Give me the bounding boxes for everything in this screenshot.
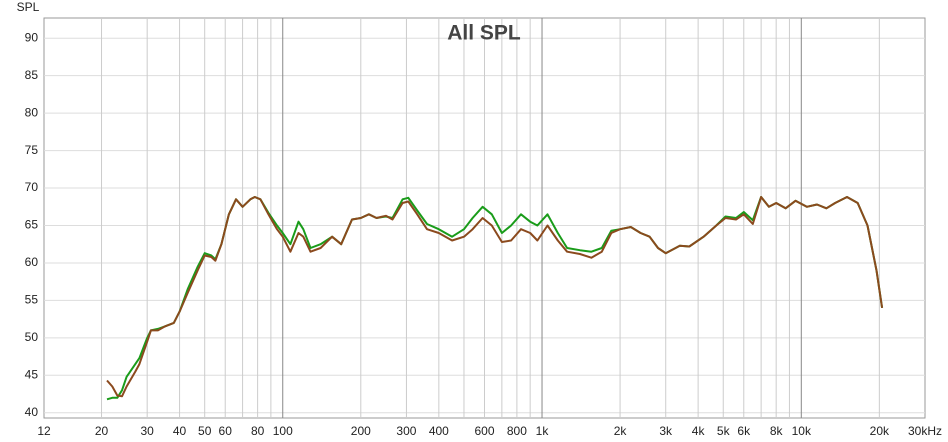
x-tick-label: 60 (219, 424, 233, 438)
y-axis-label: SPL (17, 0, 40, 14)
y-tick-label: 50 (25, 330, 39, 344)
x-tick-label: 4k (692, 424, 706, 438)
y-tick-label: 55 (25, 293, 39, 307)
y-tick-label: 90 (25, 30, 39, 44)
x-tick-label: 12 (37, 424, 51, 438)
x-tick-label: 1k (536, 424, 550, 438)
y-tick-label: 85 (25, 68, 39, 82)
chart-title: All SPL (447, 22, 521, 45)
x-tick-label: 50 (198, 424, 212, 438)
lines (106, 196, 884, 401)
y-tick-label: 45 (25, 367, 39, 381)
x-tick-label: 30 (140, 424, 154, 438)
y-tick-label: 70 (25, 180, 39, 194)
x-tick-label: 40 (173, 424, 187, 438)
x-tick-label: 300 (396, 424, 416, 438)
x-tick-label: 5k (717, 424, 731, 438)
x-tick-label: 80 (251, 424, 265, 438)
x-tick-label: 2k (614, 424, 628, 438)
x-tick-label: 800 (507, 424, 527, 438)
x-tick-label: 6k (737, 424, 751, 438)
x-tick-label: 3k (659, 424, 673, 438)
x-tick-label: 100 (273, 424, 293, 438)
y-tick-label: 80 (25, 105, 39, 119)
x-tick-label: 30kHz (908, 424, 942, 438)
x-tick-label: 400 (429, 424, 449, 438)
x-tick-label: 200 (351, 424, 371, 438)
x-tick-label: 10k (792, 424, 812, 438)
series-line (106, 196, 884, 398)
series-line (106, 196, 884, 401)
x-tick-label: 8k (770, 424, 784, 438)
y-tick-label: 40 (25, 405, 39, 419)
x-tick-label: 20 (95, 424, 109, 438)
x-tick-label: 20k (870, 424, 890, 438)
y-tick-label: 60 (25, 255, 39, 269)
y-tick-label: 65 (25, 218, 39, 232)
y-tick-label: 75 (25, 143, 39, 157)
x-tick-label: 600 (474, 424, 494, 438)
